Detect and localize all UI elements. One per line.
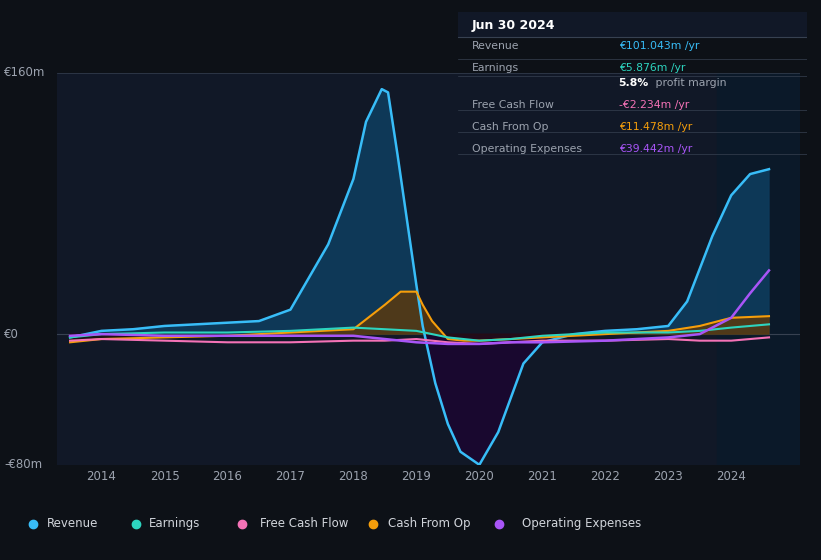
Text: €5.876m /yr: €5.876m /yr — [619, 63, 685, 73]
Text: €101.043m /yr: €101.043m /yr — [619, 41, 699, 51]
Text: Earnings: Earnings — [472, 63, 519, 73]
Text: Jun 30 2024: Jun 30 2024 — [472, 19, 556, 32]
Text: Cash From Op: Cash From Op — [388, 517, 471, 530]
Text: Revenue: Revenue — [47, 517, 98, 530]
Text: €0: €0 — [4, 328, 19, 340]
Text: -€2.234m /yr: -€2.234m /yr — [619, 100, 689, 110]
Text: Earnings: Earnings — [149, 517, 200, 530]
Text: Free Cash Flow: Free Cash Flow — [260, 517, 348, 530]
Text: Operating Expenses: Operating Expenses — [472, 144, 582, 154]
Text: Operating Expenses: Operating Expenses — [521, 517, 641, 530]
Bar — [458, 12, 807, 37]
Text: €160m: €160m — [4, 66, 45, 80]
Text: €11.478m /yr: €11.478m /yr — [619, 122, 692, 132]
Text: Revenue: Revenue — [472, 41, 520, 51]
Text: Cash From Op: Cash From Op — [472, 122, 548, 132]
Text: 5.8%: 5.8% — [619, 78, 649, 88]
Text: profit margin: profit margin — [652, 78, 727, 88]
Text: Free Cash Flow: Free Cash Flow — [472, 100, 554, 110]
Text: -€80m: -€80m — [4, 458, 42, 472]
Bar — [718, 73, 800, 465]
Text: €39.442m /yr: €39.442m /yr — [619, 144, 692, 154]
